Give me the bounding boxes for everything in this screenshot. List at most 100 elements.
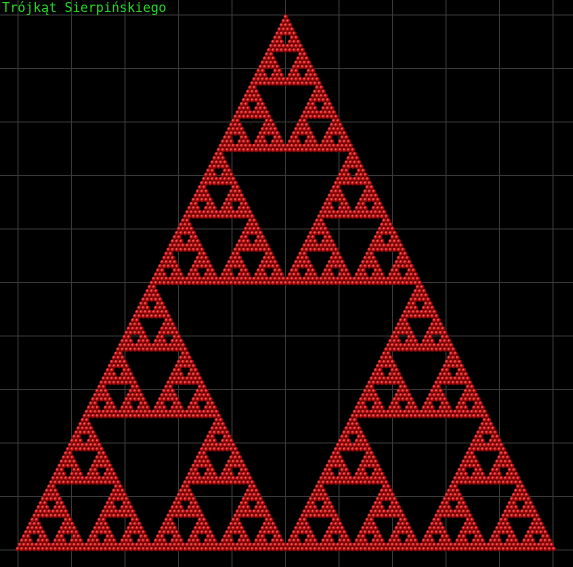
fractal-dot bbox=[407, 401, 412, 406]
fractal-dot bbox=[28, 546, 33, 552]
fractal-dot bbox=[199, 263, 205, 269]
fractal-dot bbox=[344, 209, 350, 215]
fractal-dot bbox=[451, 513, 456, 519]
fractal-dot bbox=[312, 97, 318, 103]
fractal-dot bbox=[354, 413, 360, 419]
fractal-dot bbox=[258, 505, 264, 510]
fractal-dot bbox=[289, 27, 295, 32]
fractal-dot bbox=[124, 338, 130, 344]
fractal-dot bbox=[549, 542, 555, 548]
fractal-dot bbox=[534, 513, 540, 519]
fractal-dot bbox=[340, 525, 345, 531]
fractal-dot bbox=[289, 276, 295, 282]
fractal-dot bbox=[210, 426, 216, 431]
fractal-dot bbox=[394, 542, 400, 548]
fractal-dot bbox=[409, 413, 415, 419]
fractal-dot bbox=[453, 509, 458, 514]
fractal-dot bbox=[400, 513, 406, 519]
fractal-dot bbox=[124, 363, 130, 369]
fractal-dot bbox=[195, 546, 201, 552]
fractal-dot bbox=[367, 546, 373, 552]
fractal-dot bbox=[480, 430, 486, 436]
fractal-dot bbox=[40, 513, 46, 519]
fractal-dot bbox=[369, 259, 375, 265]
fractal-dot bbox=[388, 488, 394, 494]
fractal-dot bbox=[306, 68, 312, 74]
fractal-dot bbox=[405, 347, 410, 352]
fractal-dot bbox=[74, 538, 80, 544]
fractal-dot bbox=[233, 546, 239, 552]
fractal-dot bbox=[390, 234, 396, 240]
fractal-dot bbox=[446, 405, 452, 411]
fractal-dot bbox=[482, 409, 488, 415]
fractal-dot bbox=[428, 334, 433, 340]
fractal-dot bbox=[206, 409, 211, 415]
fractal-dot bbox=[275, 47, 281, 53]
fractal-dot bbox=[321, 205, 327, 211]
fractal-dot bbox=[153, 338, 159, 344]
fractal-dot bbox=[237, 139, 243, 145]
fractal-dot bbox=[323, 243, 329, 248]
fractal-dot bbox=[193, 268, 199, 273]
fractal-dot bbox=[214, 176, 220, 182]
fractal-dot bbox=[319, 93, 324, 99]
fractal-dot bbox=[137, 330, 142, 336]
fractal-dot bbox=[162, 405, 167, 411]
fractal-dot bbox=[224, 263, 230, 269]
fractal-dot bbox=[176, 342, 182, 348]
fractal-dot bbox=[304, 64, 310, 70]
fractal-dot bbox=[174, 396, 180, 402]
fractal-dot bbox=[373, 259, 379, 265]
fractal-dot bbox=[394, 500, 400, 506]
fractal-dot bbox=[287, 538, 293, 544]
fractal-dot bbox=[302, 60, 308, 66]
fractal-dot bbox=[195, 521, 201, 527]
fractal-dot bbox=[287, 81, 293, 86]
fractal-dot bbox=[296, 47, 301, 53]
fractal-dot bbox=[178, 380, 184, 386]
fractal-dot bbox=[312, 513, 318, 519]
fractal-dot bbox=[264, 259, 270, 265]
fractal-dot bbox=[28, 529, 33, 535]
fractal-dot bbox=[375, 496, 381, 502]
fractal-dot bbox=[126, 376, 132, 381]
fractal-dot bbox=[65, 446, 71, 452]
fractal-dot bbox=[162, 546, 167, 552]
fractal-dot bbox=[243, 226, 249, 232]
fractal-dot bbox=[189, 359, 195, 365]
fractal-dot bbox=[36, 513, 42, 519]
fractal-dot bbox=[363, 546, 368, 552]
fractal-dot bbox=[394, 234, 400, 240]
fractal-dot bbox=[208, 413, 214, 419]
fractal-dot bbox=[365, 475, 371, 481]
fractal-dot bbox=[386, 218, 391, 224]
fractal-dot bbox=[220, 546, 226, 552]
fractal-dot bbox=[394, 392, 400, 398]
fractal-dot bbox=[53, 480, 59, 485]
fractal-dot bbox=[168, 243, 174, 248]
fractal-dot bbox=[78, 538, 84, 544]
fractal-dot bbox=[388, 230, 394, 236]
fractal-dot bbox=[86, 421, 92, 427]
fractal-dot bbox=[478, 534, 484, 539]
fractal-dot bbox=[379, 247, 385, 253]
fractal-dot bbox=[74, 463, 80, 469]
fractal-dot bbox=[254, 546, 260, 552]
fractal-dot bbox=[204, 413, 209, 419]
fractal-dot bbox=[139, 301, 144, 307]
fractal-dot bbox=[478, 442, 484, 448]
fractal-dot bbox=[371, 272, 377, 278]
fractal-dot bbox=[365, 384, 371, 390]
fractal-dot bbox=[105, 459, 111, 465]
fractal-dot bbox=[300, 130, 306, 136]
fractal-dot bbox=[254, 513, 260, 519]
fractal-dot bbox=[325, 139, 331, 145]
fractal-dot bbox=[329, 189, 335, 194]
fractal-dot bbox=[327, 135, 333, 140]
fractal-dot bbox=[405, 263, 410, 269]
fractal-dot bbox=[162, 396, 167, 402]
fractal-dot bbox=[252, 509, 257, 514]
fractal-dot bbox=[474, 525, 479, 531]
fractal-dot bbox=[258, 513, 264, 519]
fractal-dot bbox=[172, 334, 178, 340]
